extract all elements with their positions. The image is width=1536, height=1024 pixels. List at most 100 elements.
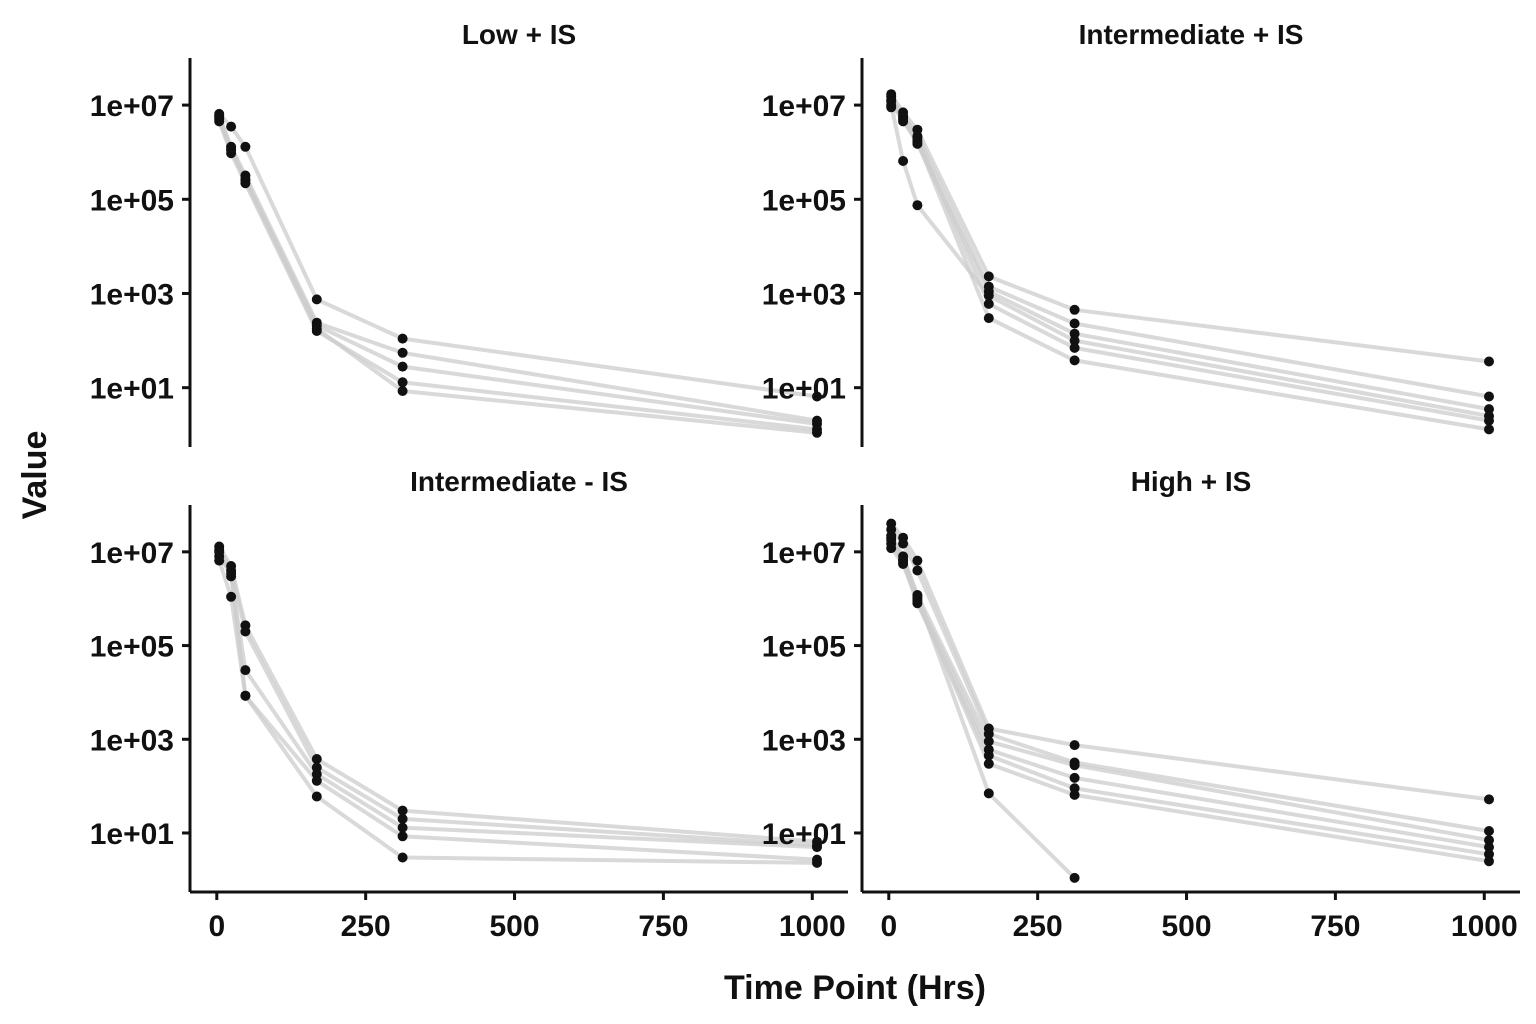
panel-4: High + IS 1e+01 1e+03 1e+05 1e+07 0 250 500 750 1… [762,466,1520,943]
y-tick-label: 1e+05 [90,184,174,217]
series-line [217,559,818,865]
data-point [983,736,994,747]
data-point [812,857,822,868]
y-tick-label: 1e+05 [762,631,846,664]
series-line [889,536,1077,880]
data-point [812,391,822,402]
series-line [217,116,818,423]
data-point [226,568,237,579]
data-point [983,788,994,799]
series-line [217,548,818,848]
data-point [214,555,225,566]
series-line [889,538,1490,850]
series-line [889,104,1490,418]
y-tick-label: 1e+01 [90,818,174,851]
data-point [983,271,994,282]
data-point [240,175,251,186]
series-line [889,522,1490,802]
data-point [1484,404,1494,415]
data-point [886,94,897,105]
x-tick-label: 1000 [1451,910,1518,943]
x-tick-label: 750 [638,910,688,943]
x-tick-label: 250 [341,910,391,943]
series-line [217,551,818,850]
data-point [1069,355,1080,366]
series-line [889,93,1490,364]
panel-3: Intermediate - IS 1e+01 1e+03 1e+05 1e+07 0 25… [90,466,848,943]
data-point [1069,789,1080,800]
series-line [889,534,1490,843]
data-point [983,750,994,761]
y-tick-label: 1e+03 [90,278,174,311]
series-line [217,112,818,399]
y-tick-label: 1e+03 [762,278,846,311]
data-point [1484,856,1494,867]
y-tick-label: 1e+03 [90,724,174,757]
data-point [886,532,897,543]
data-point [886,543,897,554]
data-point [240,665,251,676]
data-point [1069,760,1080,771]
x-tick-label: 500 [490,910,540,943]
data-point [311,754,322,764]
data-point [983,313,994,324]
x-tick-label: 0 [208,910,225,943]
data-point [1069,335,1080,346]
data-point [397,831,408,842]
y-tick-label: 1e+01 [90,373,174,406]
data-point [1069,328,1080,339]
data-point [1484,835,1494,846]
data-point [240,626,251,637]
data-point [898,554,909,565]
y-tick-label: 1e+07 [762,537,846,570]
data-point [983,298,994,309]
data-point [397,361,408,372]
data-point [1484,356,1494,367]
x-tick-label: 500 [1162,910,1212,943]
data-point [898,538,909,549]
data-point [898,116,909,127]
panel-title: Intermediate + IS [1079,19,1304,50]
data-point [1484,826,1494,836]
data-point [1069,318,1080,329]
data-point [240,690,251,701]
panel-title: Intermediate - IS [410,466,628,497]
data-point [397,813,408,824]
data-point [1484,842,1494,853]
panel-title: High + IS [1131,466,1252,497]
x-tick-label: 1000 [779,910,846,943]
data-point [983,728,994,739]
data-point [397,805,408,816]
data-point [214,110,225,121]
data-point [912,591,923,602]
data-point [226,591,237,602]
data-point [912,200,923,211]
x-tick-label: 750 [1310,910,1360,943]
data-point [311,323,322,334]
data-point [397,822,408,833]
data-point [1069,304,1080,315]
y-tick-label: 1e+01 [762,373,846,406]
x-tick-label: 0 [880,910,897,943]
data-point [226,121,237,132]
y-tick-label: 1e+05 [90,631,174,664]
series-line [217,118,818,426]
x-axis-title: Time Point (Hrs) [724,969,986,1007]
data-point [397,852,408,863]
series-line [217,555,818,862]
series-line [217,545,818,844]
data-point [1484,391,1494,402]
data-point [397,347,408,358]
series-line [889,542,1490,857]
data-point [1069,772,1080,783]
y-tick-label: 1e+07 [90,90,174,123]
y-tick-label: 1e+07 [762,90,846,123]
data-point [1484,849,1494,860]
data-point [1069,740,1080,751]
data-point [912,555,923,566]
data-point [397,333,408,344]
y-tick-label: 1e+07 [90,537,174,570]
data-point [240,141,251,152]
data-point [812,842,822,853]
